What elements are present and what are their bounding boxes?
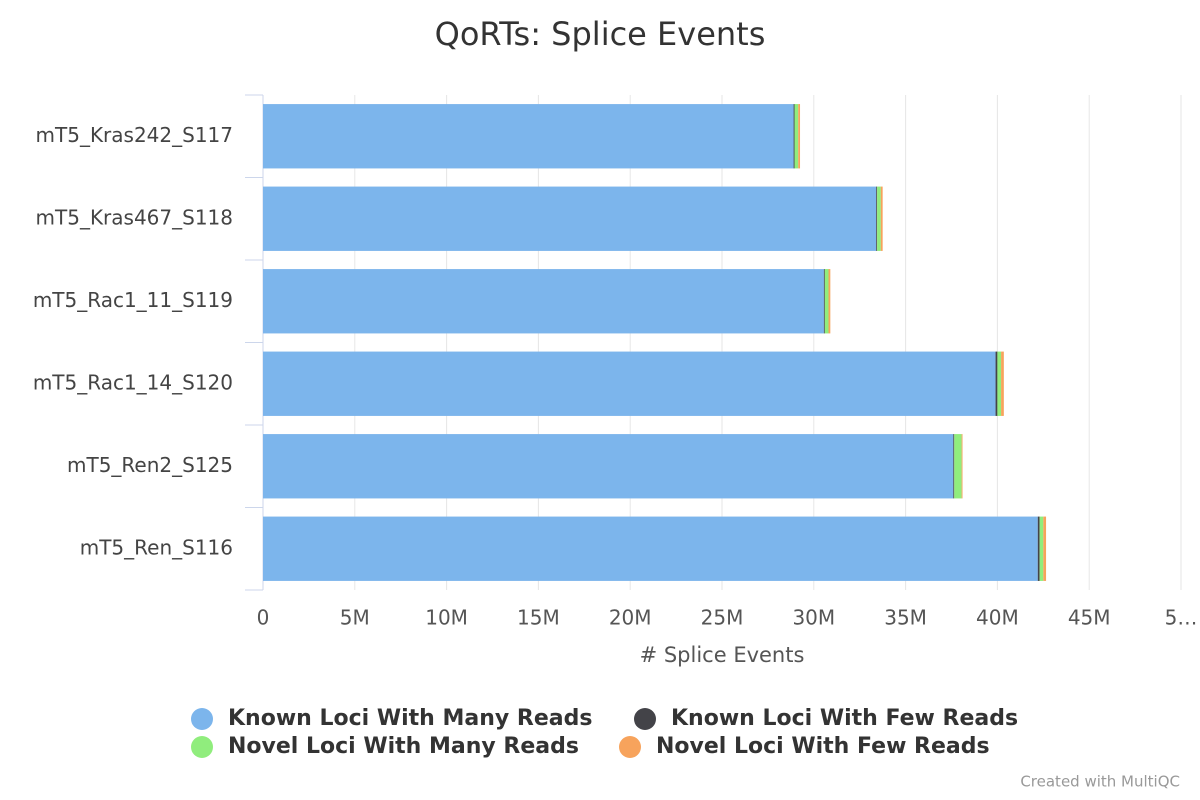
y-tick-label: mT5_Ren2_S125 — [67, 453, 233, 477]
legend-marker — [191, 736, 213, 758]
bar-segment — [263, 434, 954, 499]
y-tick-label: mT5_Rac1_14_S120 — [33, 370, 233, 394]
legend-label: Novel Loci With Many Reads — [228, 734, 579, 759]
legend-marker — [191, 708, 213, 730]
bar-segment — [823, 269, 825, 334]
legend-marker — [619, 736, 641, 758]
bar-segment — [961, 434, 963, 499]
bar-segment — [953, 434, 955, 499]
x-tick-label: 45M — [1068, 606, 1111, 630]
bar-segment — [263, 104, 794, 169]
legend-label: Known Loci With Many Reads — [228, 706, 592, 731]
bar-segment — [997, 351, 1002, 416]
legend-marker — [634, 708, 656, 730]
chart-title: QoRTs: Splice Events — [435, 15, 766, 53]
bar-segment — [877, 186, 881, 251]
x-tick-label: 5… — [1165, 606, 1198, 630]
legend-label: Novel Loci With Few Reads — [656, 734, 990, 759]
x-tick-label: 35M — [884, 606, 927, 630]
x-tick-label: 0 — [257, 606, 270, 630]
bar-segment — [794, 104, 799, 169]
bar-segment — [798, 104, 801, 169]
bar-segment — [954, 434, 962, 499]
x-axis-title: # Splice Events — [640, 643, 805, 667]
legend-label: Known Loci With Few Reads — [671, 706, 1018, 731]
bar-segment — [1037, 516, 1040, 581]
x-tick-label: 20M — [609, 606, 652, 630]
y-tick-label: mT5_Kras467_S118 — [36, 205, 233, 229]
y-tick-label: mT5_Kras242_S117 — [36, 123, 233, 147]
bar-segment — [995, 351, 998, 416]
bar-segment — [263, 516, 1038, 581]
bar-segment — [1039, 516, 1044, 581]
y-tick-label: mT5_Rac1_11_S119 — [33, 288, 233, 312]
bar-segment — [263, 351, 996, 416]
x-tick-label: 40M — [976, 606, 1019, 630]
y-tick-label: mT5_Ren_S116 — [80, 535, 233, 559]
x-tick-label: 10M — [425, 606, 468, 630]
x-tick-label: 30M — [792, 606, 835, 630]
bar-segment — [263, 186, 877, 251]
bar-segment — [824, 269, 829, 334]
credit: Created with MultiQC — [1020, 773, 1180, 791]
x-tick-label: 25M — [701, 606, 744, 630]
bar-segment — [1001, 351, 1004, 416]
bar-segment — [1043, 516, 1047, 581]
x-tick-label: 15M — [517, 606, 560, 630]
bar-segment — [880, 186, 883, 251]
x-tick-label: 5M — [340, 606, 370, 630]
bar-segment — [876, 186, 878, 251]
bar-segment — [793, 104, 795, 169]
bar-segment — [263, 269, 824, 334]
bar-segment — [828, 269, 831, 334]
